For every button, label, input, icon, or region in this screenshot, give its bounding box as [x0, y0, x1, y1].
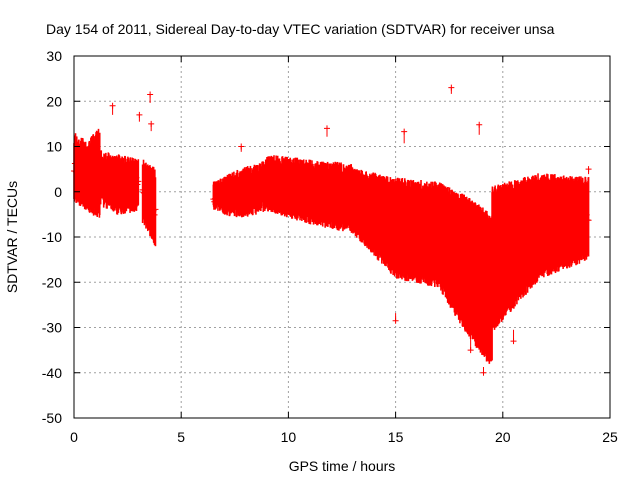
y-tick-label: -30 — [42, 320, 62, 336]
y-tick-label: 10 — [46, 139, 62, 155]
x-tick-label: 10 — [281, 429, 297, 445]
x-tick-label: 0 — [70, 429, 78, 445]
y-tick-label: -10 — [42, 229, 62, 245]
x-tick-label: 20 — [495, 429, 511, 445]
y-tick-label: -20 — [42, 274, 62, 290]
data-point — [152, 206, 159, 213]
x-tick-label: 5 — [177, 429, 185, 445]
y-tick-label: 30 — [46, 48, 62, 64]
y-tick-label: -40 — [42, 365, 62, 381]
x-tick-label: 15 — [388, 429, 404, 445]
y-axis-label: SDTVAR / TECUs — [4, 181, 20, 293]
x-axis-label: GPS time / hours — [289, 458, 396, 474]
data-series — [71, 84, 592, 376]
data-point — [585, 217, 592, 224]
y-tick-label: 20 — [46, 93, 62, 109]
x-tick-label: 25 — [602, 429, 618, 445]
axis-ticks: 0 5 10 15 20 25 30 20 10 0 -10 -20 -30 -40 -50 — [42, 48, 618, 445]
data-point — [135, 178, 142, 185]
chart-title: Day 154 of 2011, Sidereal Day-to-day VTE… — [46, 21, 555, 37]
y-tick-label: -50 — [42, 410, 62, 426]
y-tick-label: 0 — [54, 184, 62, 200]
